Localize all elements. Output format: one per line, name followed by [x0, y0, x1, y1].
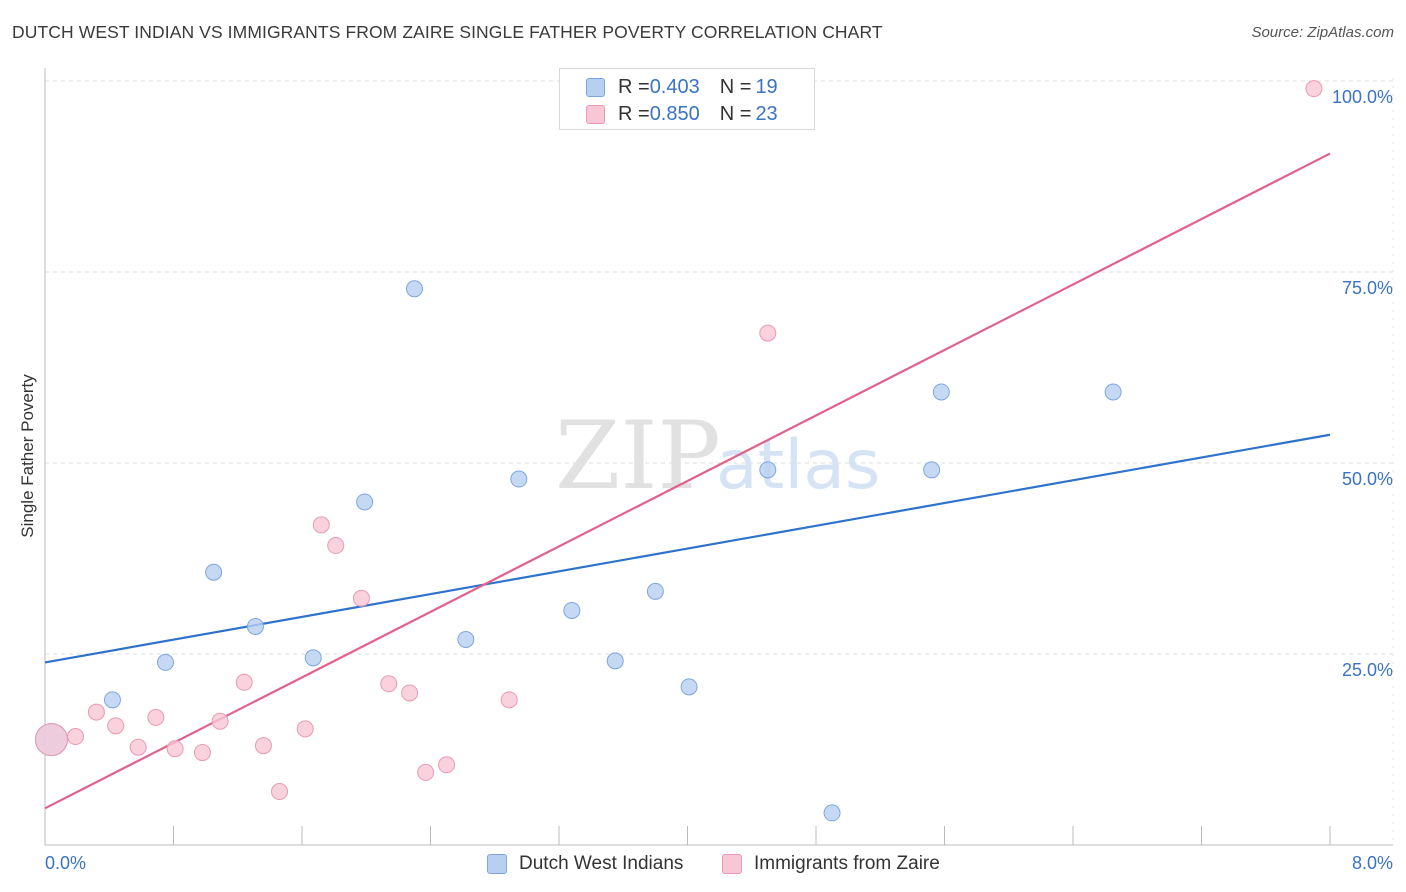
- pink-data-point: [500, 691, 518, 709]
- blue-data-point: [606, 652, 624, 670]
- pink-data-point: [401, 684, 419, 702]
- blue-data-point: [646, 582, 664, 600]
- blue-data-point: [103, 691, 121, 709]
- r-label: R =: [618, 102, 650, 125]
- blue-data-point: [932, 383, 950, 401]
- pink-data-point: [87, 703, 105, 721]
- pink-data-point: [193, 744, 211, 762]
- legend-label: Immigrants from Zaire: [754, 853, 940, 874]
- trend-layer: [44, 152, 1331, 810]
- watermark: ZIP atlas: [555, 402, 880, 511]
- pink-data-point: [417, 763, 435, 781]
- blue-data-point: [457, 630, 475, 648]
- pink-data-point: [327, 537, 345, 555]
- n-label: N =: [719, 102, 752, 125]
- blue-swatch-icon: [487, 854, 507, 874]
- x-tick-label: 0.0%: [45, 853, 86, 873]
- pink-data-point: [438, 756, 456, 774]
- r-value: 0.403: [649, 75, 700, 98]
- pink-data-point: [271, 783, 289, 801]
- chart-title: DUTCH WEST INDIAN VS IMMIGRANTS FROM ZAI…: [12, 22, 883, 42]
- blue-data-point: [246, 617, 264, 635]
- pink-data-point: [67, 728, 85, 746]
- blue-data-point: [156, 653, 174, 671]
- watermark-atlas: atlas: [716, 426, 880, 505]
- blue-data-point: [304, 649, 322, 667]
- blue-data-point: [405, 280, 423, 298]
- pink-data-point: [211, 712, 229, 730]
- r-value: 0.850: [649, 102, 700, 125]
- blue-data-point: [356, 493, 374, 511]
- x-tick-label: 8.0%: [1352, 853, 1393, 873]
- pink-data-point: [380, 675, 398, 693]
- pink-data-point: [1305, 80, 1323, 98]
- n-label: N =: [719, 75, 752, 98]
- n-value: 23: [755, 102, 778, 125]
- grid-layer: [45, 80, 1393, 655]
- blue-data-point: [680, 678, 698, 696]
- pink-data-point: [254, 737, 272, 755]
- pink-data-point: [166, 740, 184, 758]
- blue-swatch-icon: [586, 77, 605, 97]
- r-label: R =: [618, 75, 650, 98]
- y-tick-label: 25.0%: [1342, 660, 1393, 680]
- pink-data-point: [352, 589, 370, 607]
- y-tick-label: 100.0%: [1332, 87, 1393, 107]
- pink-data-point: [235, 673, 253, 691]
- pink-data-point: [147, 708, 165, 726]
- blue-data-point: [510, 470, 528, 488]
- y-axis-title: Single Father Poverty: [18, 374, 37, 538]
- stats-legend-row-pink: R = 0.850 N = 23: [586, 102, 778, 126]
- legend-label: Dutch West Indians: [519, 853, 684, 874]
- pink-data-point: [296, 720, 314, 738]
- watermark-zip: ZIP: [555, 402, 721, 511]
- y-tick-label: 50.0%: [1342, 469, 1393, 489]
- legend-item-dutch-west-indians[interactable]: Dutch West Indians: [487, 851, 683, 877]
- pink-data-point: [34, 723, 68, 757]
- chart-source: Source: ZipAtlas.com: [1251, 24, 1394, 41]
- legend-item-immigrants-from-zaire[interactable]: Immigrants from Zaire: [722, 851, 940, 877]
- pink-data-point: [129, 738, 147, 756]
- blue-data-point: [1104, 383, 1122, 401]
- blue-data-point: [823, 804, 841, 822]
- blue-data-point: [759, 461, 777, 479]
- points-layer: [34, 80, 1323, 822]
- pink-data-point: [759, 324, 777, 342]
- pink-data-point: [312, 516, 330, 534]
- pink-swatch-icon: [722, 854, 742, 874]
- blue-data-point: [563, 601, 581, 619]
- stats-legend-row-blue: R = 0.403 N = 19: [586, 75, 778, 99]
- label-layer: 25.0% 50.0% 75.0% 100.0% 0.0% 8.0%: [45, 87, 1393, 873]
- y-tick-label: 75.0%: [1342, 278, 1393, 298]
- pink-swatch-icon: [586, 104, 605, 124]
- pink-trend-line: [44, 152, 1331, 810]
- n-value: 19: [755, 75, 778, 98]
- pink-data-point: [107, 717, 125, 735]
- blue-data-point: [205, 563, 223, 581]
- axis-layer: [44, 68, 1394, 846]
- stats-legend: R = 0.403 N = 19 R = 0.850 N = 23: [559, 68, 815, 130]
- blue-data-point: [923, 461, 941, 479]
